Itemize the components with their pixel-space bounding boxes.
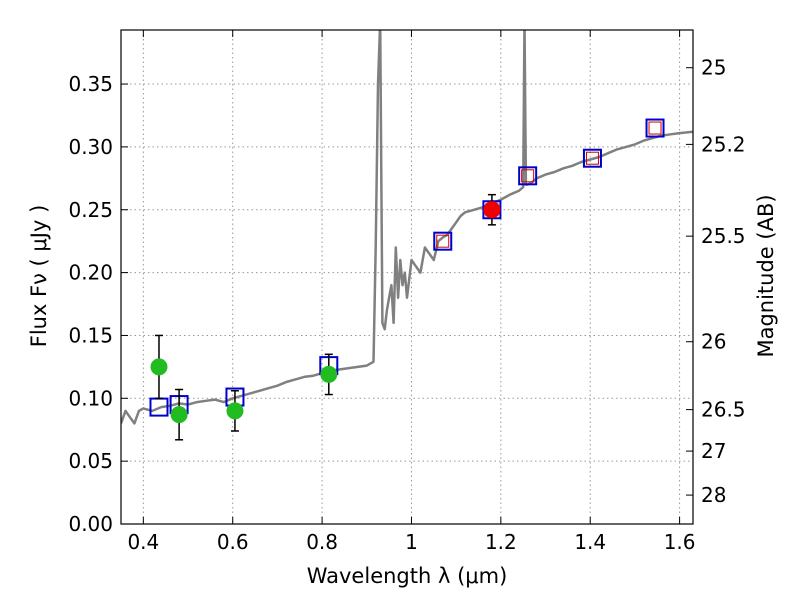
y2-tick-label: 25.2 [701,132,746,156]
y-tick-label: 0.25 [68,198,113,222]
spectrum-series [121,30,693,425]
nir-point [483,201,501,219]
x-tick-label: 0.6 [217,530,249,554]
model-photometry-series [149,118,665,417]
y2-tick-label: 26 [701,330,726,354]
y-tick-label: 0.05 [68,449,113,473]
model-square-inner [436,234,450,248]
x-tick-label: 1.6 [664,530,696,554]
model-square [433,231,453,251]
model-square-inner [521,169,535,183]
x-axis-title: Wavelength λ (μm) [307,564,508,588]
model-square [645,118,665,138]
y2-tick-label: 25 [701,56,726,80]
y-tick-label: 0.15 [68,323,113,347]
y-tick-label: 0.00 [68,512,113,536]
x-tick-label: 0.4 [127,530,159,554]
optical-point [226,402,244,420]
optical-point [150,358,168,376]
y-tick-label: 0.20 [68,261,113,285]
y2-tick-label: 25.5 [701,224,746,248]
optical-point [170,406,188,424]
y-axis-title: Flux Fν ( μJy ) [27,205,51,348]
y2-axis-title: Magnitude (AB) [754,194,778,357]
x-tick-label: 1 [405,530,418,554]
y2-tick-label: 27 [701,439,726,463]
y-tick-label: 0.35 [68,72,113,96]
axis-ticks: 0.4 0.6 0.8 1 1.2 1.4 1.6 0.00 0.05 0.10 0.15 0.20 0… [68,30,746,554]
y-tick-label: 0.30 [68,135,113,159]
model-square-inner [648,121,662,135]
grid-lines [121,30,693,525]
x-tick-label: 0.8 [306,530,338,554]
x-tick-label: 1.4 [574,530,606,554]
model-square [582,148,602,168]
optical-point [320,365,338,383]
y2-tick-label: 28 [701,483,726,507]
x-tick-label: 1.2 [485,530,517,554]
y-tick-label: 0.10 [68,386,113,410]
model-square-inner [585,151,599,165]
detection-series [150,193,501,441]
model-square [518,166,538,186]
plot-frame [120,29,694,525]
y2-tick-label: 26.5 [701,398,746,422]
spectrum-line [121,30,693,425]
